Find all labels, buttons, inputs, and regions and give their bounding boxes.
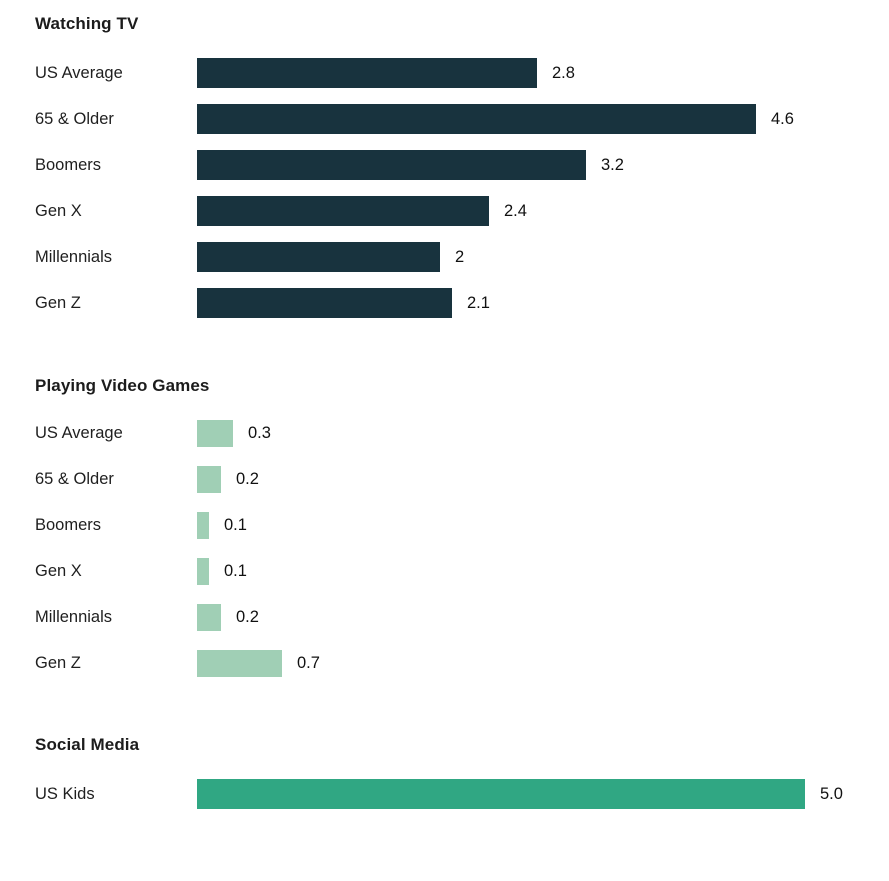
bar-row: 65 & Older 4.6 <box>35 104 859 134</box>
bar-row: Gen X 0.1 <box>35 558 859 585</box>
category-label: 65 & Older <box>35 470 114 489</box>
value-label: 2.4 <box>504 201 527 220</box>
value-label: 0.1 <box>224 562 247 580</box>
category-label: Millennials <box>35 247 113 266</box>
category-label: Millennials <box>35 608 113 627</box>
bar-area: 2.1 <box>197 288 859 318</box>
bar-area: 0.1 <box>197 558 859 585</box>
bar-row: Gen Z 2.1 <box>35 288 859 318</box>
bar <box>197 196 489 226</box>
chart-title: Watching TV <box>35 14 139 33</box>
bar <box>197 420 233 447</box>
bar <box>197 779 805 809</box>
category-label: Gen Z <box>35 654 81 673</box>
bar <box>197 558 209 585</box>
category-label: Gen X <box>35 562 82 581</box>
value-label: 0.2 <box>236 608 259 626</box>
bar-row: Millennials 0.2 <box>35 604 859 631</box>
value-label: 2 <box>455 247 465 266</box>
bar-area: 0.7 <box>197 650 859 677</box>
bar-row: Gen X 2.4 <box>35 196 859 226</box>
bar <box>197 650 282 677</box>
bar-area: 5.0 <box>197 779 859 809</box>
bar-area: 2 <box>197 242 859 272</box>
bar <box>197 150 586 180</box>
value-label: 5.0 <box>820 784 843 803</box>
bar-row: Boomers 3.2 <box>35 150 859 180</box>
value-label: 0.1 <box>224 516 247 534</box>
bar-row: US Average 2.8 <box>35 58 859 88</box>
bar <box>197 604 221 631</box>
charts-page: Watching TV US Average 2.8 65 & Older 4.6 Boo… <box>35 14 859 809</box>
bar-area: 0.3 <box>197 420 859 447</box>
category-label: US Kids <box>35 784 95 803</box>
bar-area: 0.1 <box>197 512 859 539</box>
bar-area: 2.4 <box>197 196 859 226</box>
bar-row: Boomers 0.1 <box>35 512 859 539</box>
category-label: 65 & Older <box>35 109 114 128</box>
value-label: 0.3 <box>248 424 271 442</box>
chart-section: Social Media US Kids 5.0 <box>35 735 859 809</box>
value-label: 4.6 <box>771 109 794 128</box>
bar-area: 3.2 <box>197 150 859 180</box>
bar-row: US Average 0.3 <box>35 420 859 447</box>
chart-section: Playing Video Games US Average 0.3 65 & Old… <box>35 376 859 677</box>
bar-area: 2.8 <box>197 58 859 88</box>
bar <box>197 288 452 318</box>
value-label: 3.2 <box>601 155 624 174</box>
bar-area: 0.2 <box>197 466 859 493</box>
value-label: 0.7 <box>297 654 320 672</box>
bar-row: Millennials 2 <box>35 242 859 272</box>
value-label: 2.1 <box>467 293 490 312</box>
category-label: Boomers <box>35 155 102 174</box>
value-label: 2.8 <box>552 63 575 82</box>
bar-row: Gen Z 0.7 <box>35 650 859 677</box>
category-label: US Average <box>35 424 123 443</box>
bar <box>197 58 537 88</box>
chart-section: Watching TV US Average 2.8 65 & Older 4.6 Boo… <box>35 14 859 318</box>
value-label: 0.2 <box>236 470 259 488</box>
category-label: Gen X <box>35 201 82 220</box>
category-label: Boomers <box>35 516 102 535</box>
chart-sections-container: Watching TV US Average 2.8 65 & Older 4.6 Boo… <box>35 14 859 809</box>
bar-row: 65 & Older 0.2 <box>35 466 859 493</box>
chart-title: Playing Video Games <box>35 376 210 395</box>
bar <box>197 512 209 539</box>
bar-row: US Kids 5.0 <box>35 779 859 809</box>
chart-title: Social Media <box>35 735 140 754</box>
bar <box>197 466 221 493</box>
category-label: Gen Z <box>35 293 81 312</box>
category-label: US Average <box>35 63 123 82</box>
bar <box>197 242 440 272</box>
bar <box>197 104 756 134</box>
bar-area: 0.2 <box>197 604 859 631</box>
bar-area: 4.6 <box>197 104 859 134</box>
